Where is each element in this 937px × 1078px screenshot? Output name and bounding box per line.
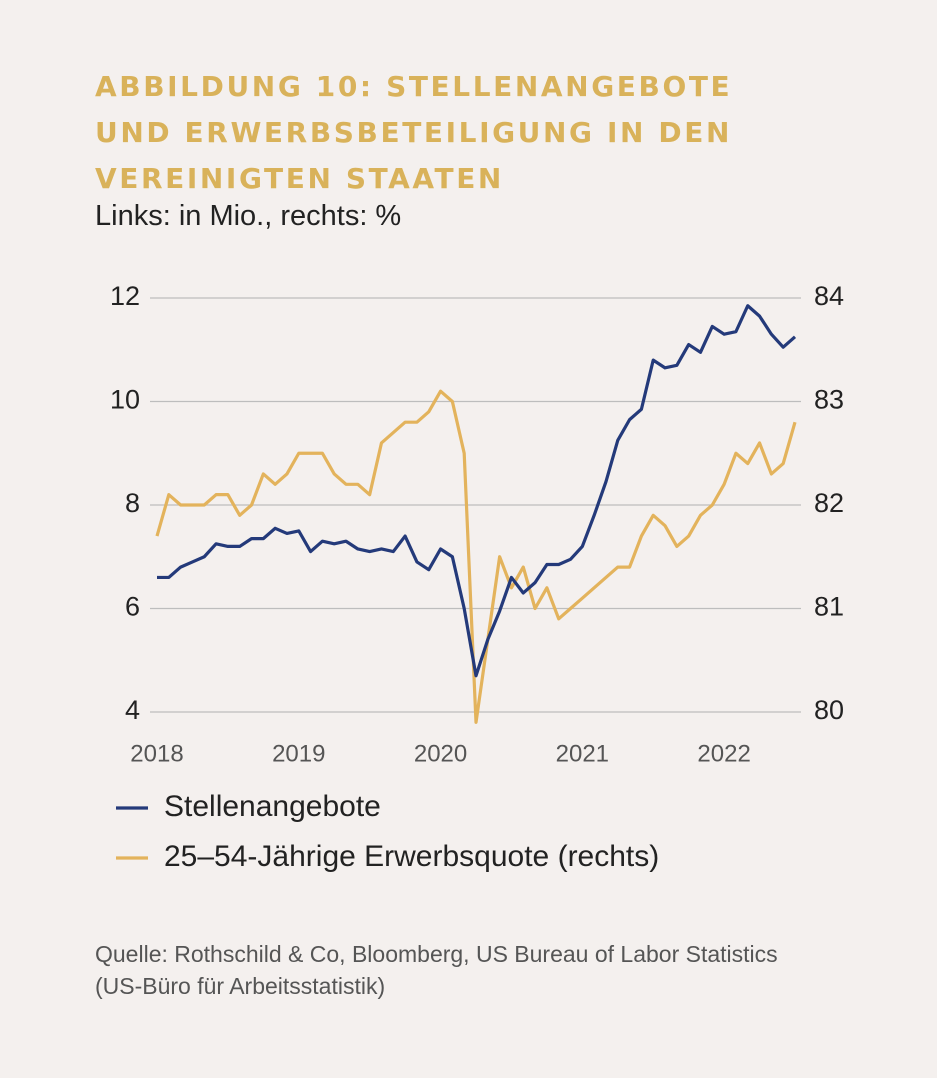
source-line: (US-Büro für Arbeitsstatistik) [95,973,386,999]
y2-tick-label: 81 [814,592,844,622]
series-line [157,304,797,678]
title-line: VEREINIGTEN STAATEN [95,162,504,195]
legend-label: Stellenangebote [164,790,381,823]
y-tick-label: 6 [125,592,140,622]
y2-tick-label: 83 [814,385,844,415]
title-line: UND ERWERBSBETEILIGUNG IN DEN [95,116,732,149]
legend-label: 25–54-Jährige Erwerbsquote (rechts) [164,840,659,873]
y-tick-label: 8 [125,488,140,518]
title-line: ABBILDUNG 10: STELLENANGEBOTE [95,70,733,103]
source-line: Quelle: Rothschild & Co, Bloomberg, US B… [95,941,778,967]
x-tick-label: 2019 [272,740,325,767]
y-tick-label: 10 [110,385,140,415]
y-tick-label: 12 [110,281,140,311]
x-tick-label: 2021 [556,740,609,767]
chart-title: ABBILDUNG 10: STELLENANGEBOTE UND ERWERB… [95,64,732,202]
chart-subtitle: Links: in Mio., rechts: % [95,200,402,232]
x-tick-label: 2022 [697,740,750,767]
y2-tick-label: 80 [814,695,844,725]
y2-tick-label: 82 [814,488,844,518]
source: Quelle: Rothschild & Co, Bloomberg, US B… [95,938,778,1002]
y-tick-label: 4 [125,695,140,725]
chart: 4 6 8 10 12 80 81 82 83 84 2018 2019 2020 2021 2022 Ste… [110,281,844,873]
y2-tick-label: 84 [814,281,844,311]
x-tick-label: 2020 [414,740,467,767]
x-tick-label: 2018 [130,740,183,767]
series-line [155,389,797,724]
